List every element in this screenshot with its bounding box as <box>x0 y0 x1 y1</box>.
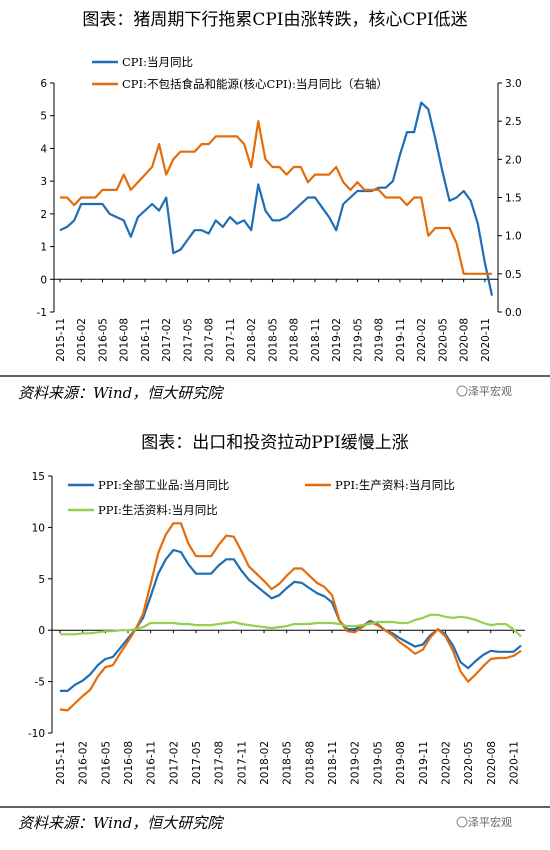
chart1-y-tick-label-right: 0.0 <box>505 307 522 319</box>
chart2-x-tick-label: 2018-02 <box>259 741 271 785</box>
chart1-x-tick-label: 2018-02 <box>246 318 258 362</box>
chart2: -10 -5 0 5 10 15 2015-11 2016-02 2016-05 2016-08 2… <box>28 471 525 785</box>
chart2-x-tick-label: 2020-08 <box>486 741 498 785</box>
chart1-x-tick-label: 2019-02 <box>331 318 343 362</box>
chart2-x-tick-label: 2018-11 <box>327 741 339 785</box>
chart1-series-line-2 <box>60 120 492 275</box>
chart1-legend-label-1: CPI:当月同比 <box>122 55 193 69</box>
chart2-x-tick-label: 2017-08 <box>214 741 226 785</box>
wechat-icon <box>456 816 468 828</box>
chart2-watermark: 泽平宏观 <box>468 815 512 829</box>
chart1-x-tick-label: 2019-08 <box>374 318 386 362</box>
chart2-series-line-2 <box>59 522 522 712</box>
chart1-x-tick-label: 2018-11 <box>310 318 322 362</box>
chart1-x-tick-label: 2017-08 <box>204 318 216 362</box>
chart1-x-tick-label: 2019-05 <box>352 318 364 362</box>
chart1-watermark: 泽平宏观 <box>468 384 512 398</box>
chart2-source: 资料来源：Wind，恒大研究院 <box>18 814 224 832</box>
chart1-series-line-1 <box>59 101 494 296</box>
chart1-y-tick-label-left: 6 <box>40 78 47 90</box>
chart2-y-tick-label-left: -10 <box>28 728 45 740</box>
chart1-x-tick-label: 2016-02 <box>76 318 88 362</box>
chart2-legend-label-3: PPI:生活资料:当月同比 <box>98 503 218 517</box>
chart2-x-tick-label: 2019-08 <box>395 741 407 785</box>
chart2-x-tick-label: 2019-11 <box>418 741 430 785</box>
chart2-x-tick-label: 2016-05 <box>100 741 112 785</box>
chart2-x-tick-label: 2017-02 <box>168 741 180 785</box>
chart1-x-tick-label: 2018-08 <box>289 318 301 362</box>
chart2-x-tick-label: 2016-08 <box>123 741 135 785</box>
chart1-x-tick-label: 2017-02 <box>161 318 173 362</box>
chart2-x-tick-label: 2020-02 <box>440 741 452 785</box>
chart1-y-tick-label-right: 2.0 <box>505 154 522 166</box>
chart2-x-tick-label: 2017-05 <box>191 741 203 785</box>
chart1-x-tick-label: 2016-05 <box>97 318 109 362</box>
chart2-x-tick-label: 2020-11 <box>508 741 520 785</box>
chart2-x-tick-label: 2017-11 <box>236 741 248 785</box>
chart2-y-tick-label-left: 5 <box>38 574 45 586</box>
chart1-y-tick-label-right: 1.0 <box>505 231 522 243</box>
chart1-y-tick-label-left: 1 <box>40 242 47 254</box>
chart1-y-tick-label-left: 4 <box>40 143 47 155</box>
chart2-x-tick-label: 2016-02 <box>78 741 90 785</box>
chart1-y-tick-label-left: 0 <box>40 274 47 286</box>
chart2-x-tick-label: 2018-05 <box>282 741 294 785</box>
chart2-legend-label-2: PPI:生产资料:当月同比 <box>335 478 455 492</box>
chart2-x-tick-label: 2016-11 <box>146 741 158 785</box>
chart1-y-tick-label-right: 2.5 <box>505 116 522 128</box>
chart2-x-tick-label: 2019-02 <box>350 741 362 785</box>
chart1-y-tick-label-left: 5 <box>40 111 47 123</box>
chart1-y-tick-label-left: -1 <box>37 307 47 319</box>
chart1-x-tick-label: 2016-11 <box>140 318 152 362</box>
chart2-y-tick-label-left: 15 <box>32 471 45 483</box>
chart2-legend-label-1: PPI:全部工业品:当月同比 <box>98 478 229 492</box>
chart1-y-tick-label-right: 1.5 <box>505 193 522 205</box>
chart1-y-tick-label-left: 2 <box>40 209 47 221</box>
chart1-x-tick-label: 2020-02 <box>416 318 428 362</box>
chart1-x-tick-label: 2016-08 <box>119 318 131 362</box>
chart2-y-tick-label-left: 10 <box>32 522 45 534</box>
chart1-x-tick-label: 2017-05 <box>182 318 194 362</box>
chart1-y-tick-label-left: 3 <box>40 176 47 188</box>
chart1-x-tick-label: 2015-11 <box>55 318 67 362</box>
chart2-x-tick-label: 2020-05 <box>463 741 475 785</box>
chart1-x-tick-label: 2020-05 <box>437 318 449 362</box>
chart1-source: 资料来源：Wind，恒大研究院 <box>18 384 224 402</box>
chart1-x-tick-label: 2020-08 <box>459 318 471 362</box>
chart1-x-tick-label: 2018-05 <box>267 318 279 362</box>
chart1-title: 图表：猪周期下行拖累CPI由涨转跌，核心CPI低迷 <box>82 10 467 30</box>
chart2-x-tick-label: 2015-11 <box>55 741 67 785</box>
chart2-y-tick-label-left: -5 <box>35 677 45 689</box>
chart1-x-tick-label: 2019-11 <box>395 318 407 362</box>
chart2-x-tick-label: 2019-05 <box>372 741 384 785</box>
chart1-y-tick-label-right: 0.5 <box>505 269 522 281</box>
chart1: -1 0 1 2 3 4 5 6 0.0 0.5 1.0 1.5 2.0 2.5 3.0 2015-11 201… <box>37 55 522 362</box>
chart1-legend-label-2: CPI:不包括食品和能源(核心CPI):当月同比（右轴） <box>122 77 388 91</box>
wechat-icon <box>456 385 468 397</box>
chart2-title: 图表：出口和投资拉动PPI缓慢上涨 <box>141 432 409 453</box>
chart2-series-line-3 <box>60 613 522 638</box>
chart2-y-tick-label-left: 0 <box>38 625 45 637</box>
chart2-x-tick-label: 2018-08 <box>304 741 316 785</box>
chart1-x-tick-label: 2020-11 <box>480 318 492 362</box>
chart1-y-tick-label-right: 3.0 <box>505 78 522 90</box>
chart1-x-tick-label: 2017-11 <box>225 318 237 362</box>
